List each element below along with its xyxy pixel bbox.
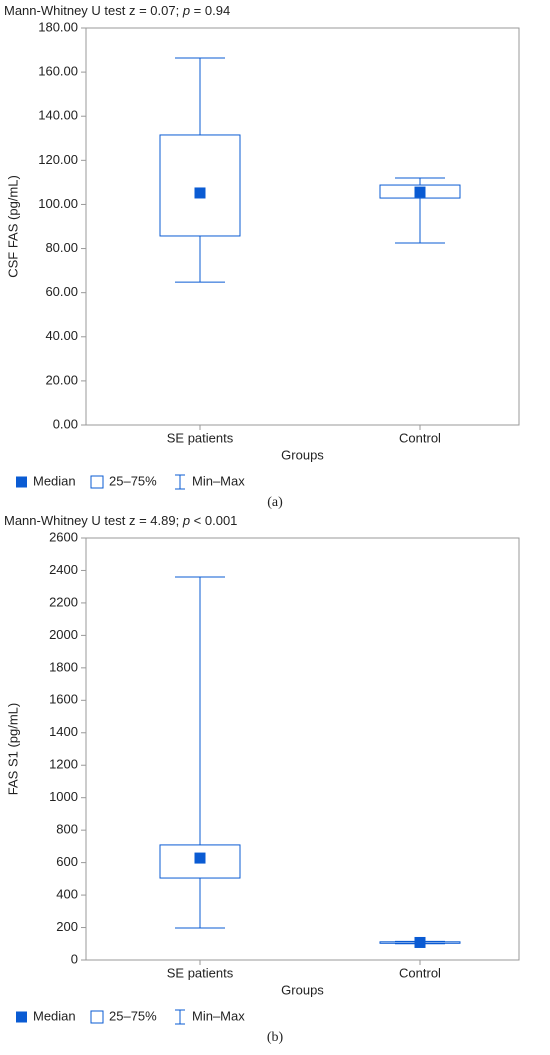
- y-tick-label: 1800: [49, 659, 78, 674]
- median: [414, 936, 426, 948]
- y-axis-label: FAS S1 (pg/mL): [5, 703, 20, 795]
- chart-title: Mann-Whitney U test z = 0.07; p = 0.94: [4, 3, 230, 18]
- y-tick-label: 1000: [49, 789, 78, 804]
- y-tick-label: 120.00: [38, 152, 78, 167]
- chart-title: Mann-Whitney U test z = 4.89; p < 0.001: [4, 513, 237, 528]
- legend-label: Min–Max: [192, 473, 245, 488]
- title-part: Mann-Whitney U test z = 4.89;: [4, 513, 183, 528]
- legend-label: 25–75%: [109, 1008, 157, 1023]
- legend-median-icon: [16, 1011, 27, 1023]
- legend-label: Median: [33, 1008, 76, 1023]
- median: [194, 187, 206, 199]
- y-tick-label: 100.00: [38, 196, 78, 211]
- y-tick-label: 80.00: [45, 240, 78, 255]
- y-tick-label: 1400: [49, 724, 78, 739]
- legend-median-icon: [16, 476, 27, 488]
- plot-frame: [85, 27, 520, 426]
- y-axis-label: CSF FAS (pg/mL): [5, 175, 20, 278]
- title-part: p: [182, 3, 190, 18]
- y-tick-label: 0.00: [53, 416, 78, 431]
- y-tick-label: 160.00: [38, 64, 78, 79]
- y-tick-label: 2600: [49, 529, 78, 544]
- legend-box-icon: [90, 1010, 104, 1024]
- x-tick-label: SE patients: [167, 430, 234, 445]
- x-tick-label: Control: [399, 430, 441, 445]
- title-part: = 0.94: [190, 3, 230, 18]
- y-tick-label: 180.00: [38, 19, 78, 34]
- legend-box-icon: [90, 475, 104, 489]
- y-tick-label: 800: [56, 822, 78, 837]
- x-tick-label: SE patients: [167, 965, 234, 980]
- x-axis-label: Groups: [281, 982, 324, 997]
- median: [194, 852, 206, 864]
- y-tick-label: 2000: [49, 627, 78, 642]
- caption: (b): [267, 1030, 284, 1045]
- y-tick-label: 2200: [49, 594, 78, 609]
- y-tick-label: 1200: [49, 757, 78, 772]
- median: [414, 186, 426, 198]
- x-axis-label: Groups: [281, 447, 324, 462]
- y-tick-label: 0: [71, 951, 78, 966]
- y-tick-label: 40.00: [45, 328, 78, 343]
- y-tick-label: 60.00: [45, 284, 78, 299]
- y-tick-label: 600: [56, 854, 78, 869]
- caption: (a): [267, 495, 283, 510]
- y-tick-label: 200: [56, 919, 78, 934]
- title-part: Mann-Whitney U test z = 0.07;: [4, 3, 183, 18]
- box: [159, 134, 241, 237]
- title-part: p: [182, 513, 190, 528]
- y-tick-label: 20.00: [45, 372, 78, 387]
- y-tick-label: 1600: [49, 692, 78, 707]
- plot-frame: [85, 537, 520, 961]
- y-tick-label: 2400: [49, 562, 78, 577]
- legend-label: Median: [33, 473, 76, 488]
- title-part: < 0.001: [190, 513, 237, 528]
- legend-label: Min–Max: [192, 1008, 245, 1023]
- legend-label: 25–75%: [109, 473, 157, 488]
- y-tick-label: 140.00: [38, 108, 78, 123]
- x-tick-label: Control: [399, 965, 441, 980]
- y-tick-label: 400: [56, 887, 78, 902]
